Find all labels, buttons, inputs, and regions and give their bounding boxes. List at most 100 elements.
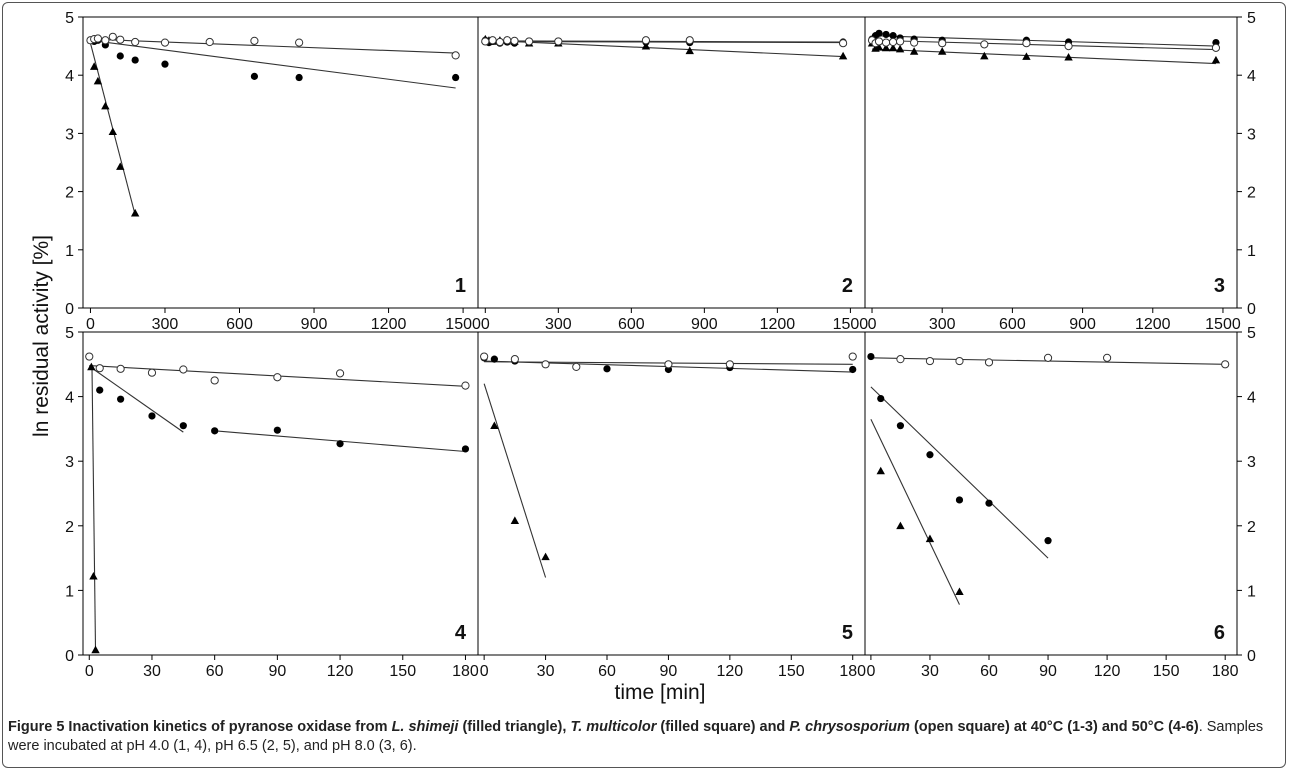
- y-tick-label: 3: [1247, 126, 1256, 143]
- x-tick-label: 90: [660, 663, 678, 680]
- x-tick-label: 0: [480, 663, 489, 680]
- data-point-open-circle: [503, 36, 512, 45]
- data-point-filled-triangle: [955, 587, 964, 596]
- y-axis-label: ln residual activity [%]: [30, 235, 53, 437]
- fit-line: [872, 35, 1216, 47]
- data-point-filled-triangle: [490, 421, 499, 430]
- data-point-filled-circle: [875, 29, 883, 37]
- data-point-filled-triangle: [888, 43, 898, 52]
- data-point-filled-triangle: [1022, 52, 1031, 60]
- data-point-open-circle: [250, 36, 259, 45]
- data-point-filled-circle: [161, 60, 169, 68]
- fit-line: [90, 39, 456, 89]
- data-point-filled-circle: [985, 499, 993, 507]
- data-point-filled-triangle: [91, 645, 100, 654]
- data-point-open-circle: [1102, 353, 1112, 362]
- figure-caption: Figure 5 Inactivation kinetics of pyrano…: [8, 718, 1278, 756]
- data-point-filled-circle: [116, 52, 124, 60]
- caption-species-1: L. shimeji: [391, 719, 459, 735]
- data-point-open-circle: [179, 365, 188, 374]
- data-point-filled-triangle: [685, 46, 694, 55]
- x-tick-label: 60: [980, 663, 998, 680]
- data-point-filled-triangle: [108, 127, 118, 136]
- caption-title-part: (open square) at 40°C (1-3) and 50°C (4-…: [909, 719, 1199, 735]
- x-axis-label: time [min]: [614, 681, 705, 704]
- data-point-filled-triangle: [896, 521, 905, 530]
- y-tick-label: 1: [65, 583, 74, 600]
- x-tick-label: 30: [537, 663, 555, 680]
- data-point-filled-circle: [336, 440, 344, 448]
- x-tick-label: 600: [226, 316, 253, 333]
- data-point-open-circle: [888, 37, 898, 47]
- y-tick-label: 2: [1247, 519, 1256, 536]
- y-tick-label: 5: [65, 10, 74, 27]
- fit-line: [485, 39, 844, 58]
- x-tick-label: 150: [778, 663, 805, 680]
- data-point-filled-triangle: [116, 162, 125, 170]
- y-tick-label: 5: [1247, 10, 1256, 27]
- x-tick-label: 300: [929, 316, 956, 333]
- data-point-open-circle: [1064, 42, 1073, 51]
- data-point-open-circle: [925, 356, 935, 366]
- data-point-filled-circle: [490, 355, 498, 363]
- panel-border: [82, 331, 479, 656]
- x-tick-label: 120: [1094, 663, 1121, 680]
- data-point-open-circle: [131, 37, 140, 47]
- data-point-filled-circle: [179, 422, 187, 430]
- data-point-open-circle: [984, 358, 994, 367]
- y-tick-label: 4: [1247, 390, 1256, 407]
- panel-border: [477, 331, 866, 656]
- x-tick-label: 60: [598, 663, 616, 680]
- caption-title-part: Inactivation kinetics of pyranose oxidas…: [64, 719, 392, 735]
- data-point-filled-triangle: [87, 362, 96, 371]
- x-tick-label: 0: [868, 316, 877, 333]
- panel-number-label: 2: [842, 275, 853, 297]
- data-point-filled-triangle: [89, 571, 98, 580]
- x-tick-label: 150: [389, 663, 416, 680]
- data-point-open-circle: [938, 39, 947, 48]
- data-point-open-circle: [273, 373, 282, 382]
- x-tick-label: 1200: [1135, 316, 1171, 333]
- x-tick-label: 30: [143, 663, 161, 680]
- data-point-filled-circle: [882, 30, 890, 39]
- panel-border: [864, 331, 1238, 656]
- data-point-open-circle: [685, 36, 694, 45]
- x-tick-label: 600: [618, 316, 645, 333]
- y-tick-label: 0: [1247, 301, 1256, 318]
- data-point-open-circle: [480, 352, 489, 361]
- data-point-filled-triangle: [93, 76, 103, 85]
- data-point-filled-circle: [603, 365, 611, 373]
- panel-3: 0 1 2 3 4 5 0 300 600 900 1200 1500 3: [864, 10, 1256, 333]
- fit-line: [870, 418, 960, 605]
- data-point-open-circle: [205, 37, 214, 47]
- data-point-open-circle: [101, 36, 110, 45]
- y-tick-label: 5: [65, 325, 74, 342]
- caption-figure-number: Figure 5: [8, 719, 65, 735]
- data-point-open-circle: [495, 37, 505, 47]
- y-tick-label: 1: [1247, 243, 1256, 260]
- y-tick-label: 3: [65, 454, 74, 471]
- panel-number-label: 4: [455, 622, 467, 644]
- data-point-filled-triangle: [510, 516, 520, 524]
- data-point-open-circle: [641, 36, 651, 45]
- x-tick-label: 60: [206, 663, 224, 680]
- panel-5: 0 30 60 90 120 150 180 5: [477, 331, 866, 680]
- x-tick-label: 0: [481, 316, 490, 333]
- data-point-filled-circle: [131, 56, 139, 64]
- y-tick-label: 4: [65, 390, 74, 407]
- x-tick-label: 900: [301, 316, 328, 333]
- data-point-filled-circle: [867, 352, 875, 361]
- caption-title-part: (filled square) and: [656, 719, 790, 735]
- caption-description: . Samples were incubated at pH 4.0 (1, 4…: [8, 719, 1264, 754]
- data-point-filled-circle: [849, 365, 857, 374]
- data-point-open-circle: [147, 368, 157, 377]
- data-point-open-circle: [1043, 353, 1053, 362]
- fit-line: [872, 39, 1216, 51]
- data-point-open-circle: [955, 356, 964, 366]
- data-point-filled-circle: [96, 386, 104, 394]
- data-point-filled-circle: [1044, 537, 1052, 545]
- data-point-open-circle: [525, 37, 534, 46]
- data-point-filled-triangle: [130, 208, 140, 217]
- data-point-open-circle: [116, 35, 125, 44]
- data-point-filled-circle: [148, 412, 156, 420]
